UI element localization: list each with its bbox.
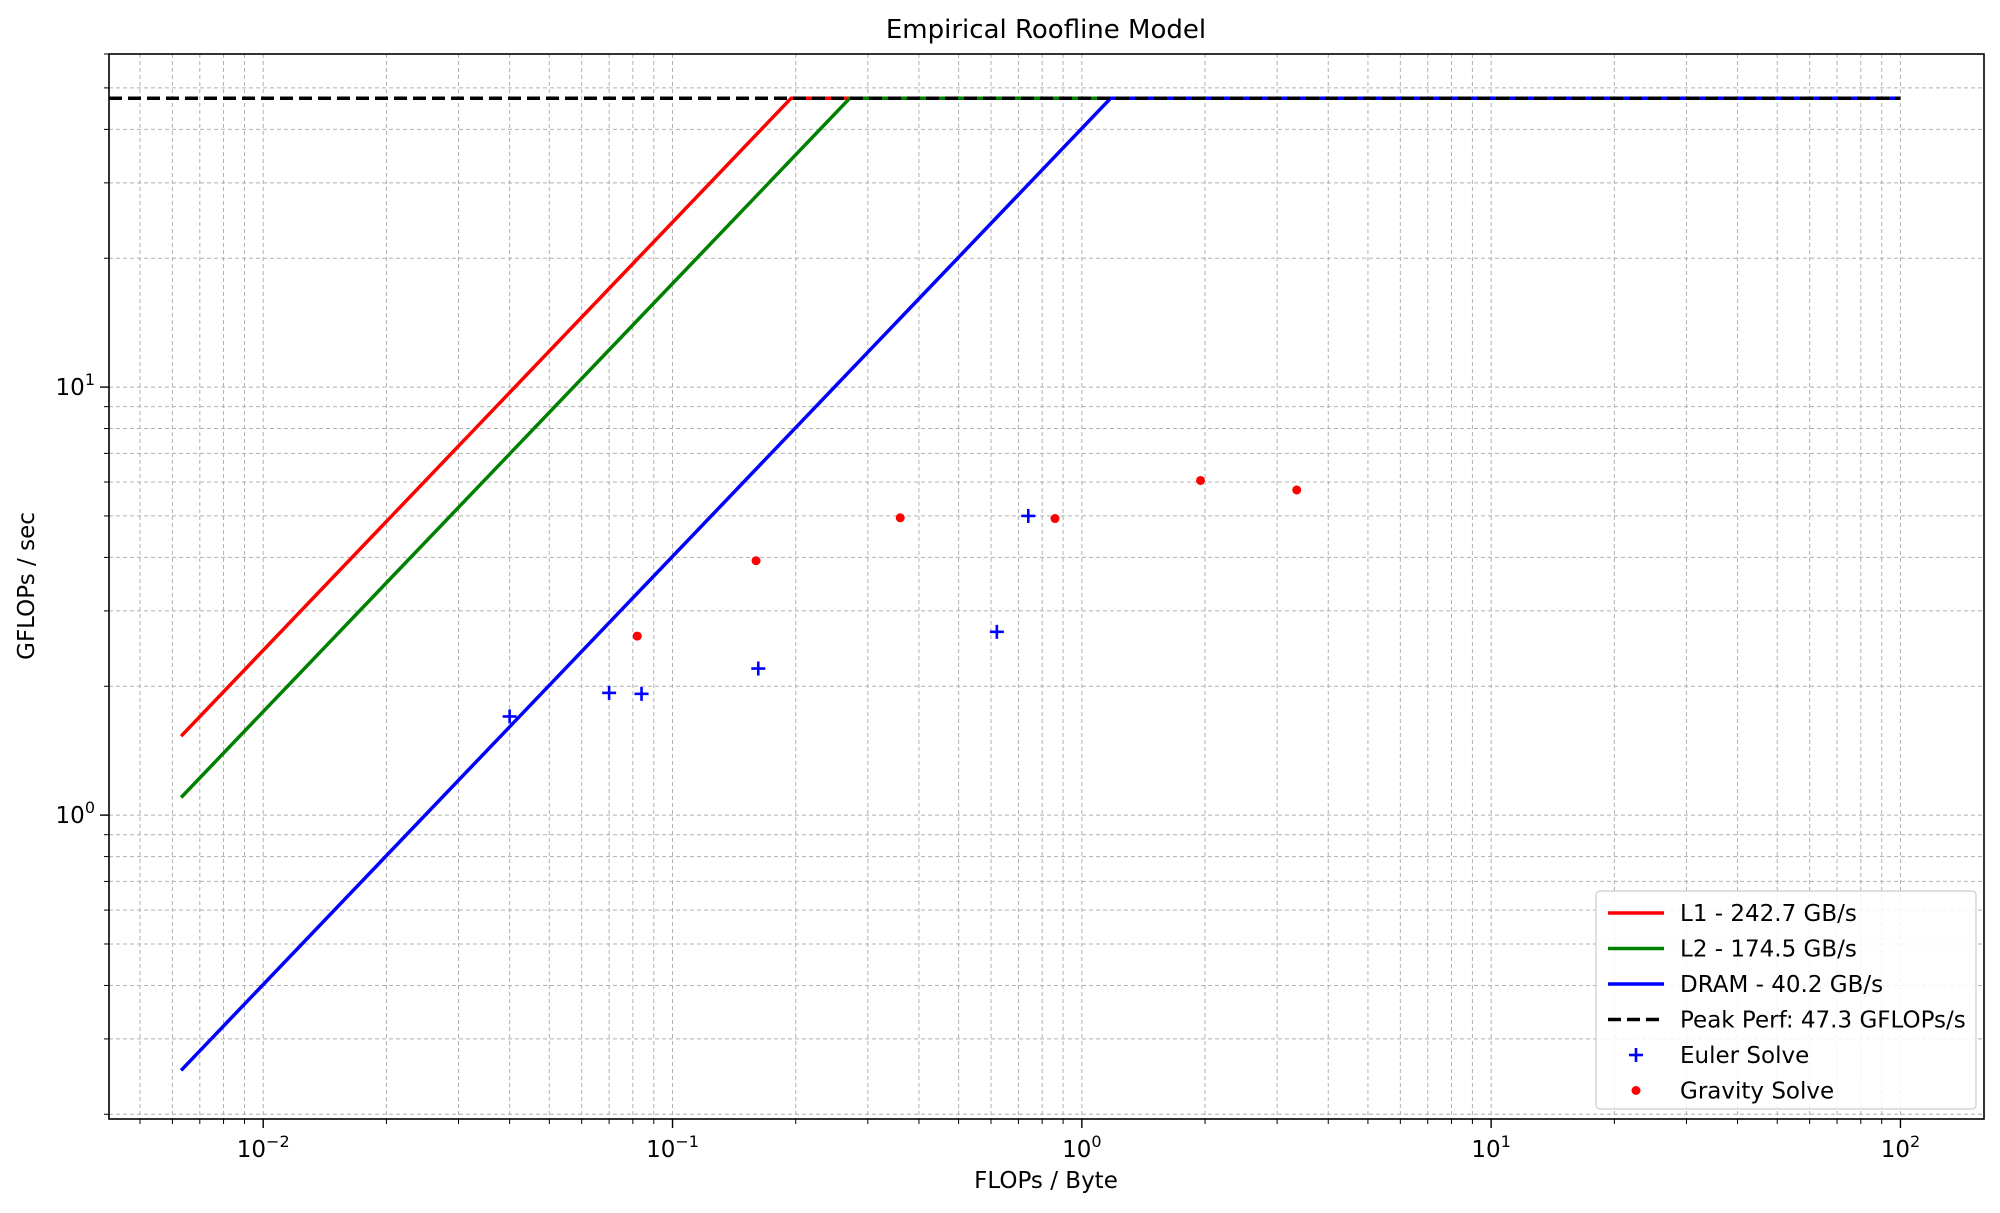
axis-ticks: 10−2 10−1 100 101 102 100 101 [56,53,1920,1163]
x-tick-label: 10−1 [646,1132,699,1163]
euler-point [502,709,517,724]
plot-frame [108,53,1985,1120]
gravity-point [751,556,761,566]
series-layer [109,96,1901,1072]
euler-point [751,661,766,676]
y-tick-label: 100 [56,798,95,829]
legend-label-l2: L2 - 174.5 GB/s [1680,937,1857,963]
chart-title: Empirical Roofline Model [886,15,1206,45]
legend-swatch-euler [1629,1048,1643,1062]
gravity-point [1050,514,1060,524]
legend-label-gravity: Gravity Solve [1680,1079,1834,1105]
gravity-point [1292,485,1302,495]
x-axis-label: FLOPs / Byte [974,1168,1118,1194]
x-tick-label: 102 [1881,1132,1920,1163]
x-tick-label: 101 [1471,1132,1510,1163]
euler-point [989,624,1004,639]
euler-point [634,686,649,701]
gravity-point [895,513,905,523]
roof-line-l1 [179,96,1901,738]
legend-label-dram: DRAM - 40.2 GB/s [1680,972,1883,998]
x-tick-label: 100 [1062,1132,1101,1163]
y-tick-label: 101 [56,370,95,401]
gravity-point [632,631,642,641]
legend-box [1595,890,1977,1110]
x-tick-label: 10−2 [237,1132,290,1163]
legend-label-l1: L1 - 242.7 GB/s [1680,901,1857,927]
gravity-point [1196,475,1206,485]
legend: L1 - 242.7 GB/s L2 - 174.5 GB/s DRAM - 40.… [1595,890,1977,1110]
euler-point [1021,508,1036,523]
euler-point [602,685,617,700]
legend-swatch-gravity [1631,1086,1641,1095]
legend-label-peak: Peak Perf: 47.3 GFLOPs/s [1680,1008,1966,1034]
y-axis-label: GFLOPs / sec [14,512,40,660]
roof-line-l2 [179,96,1901,799]
legend-label-euler: Euler Solve [1680,1043,1809,1069]
